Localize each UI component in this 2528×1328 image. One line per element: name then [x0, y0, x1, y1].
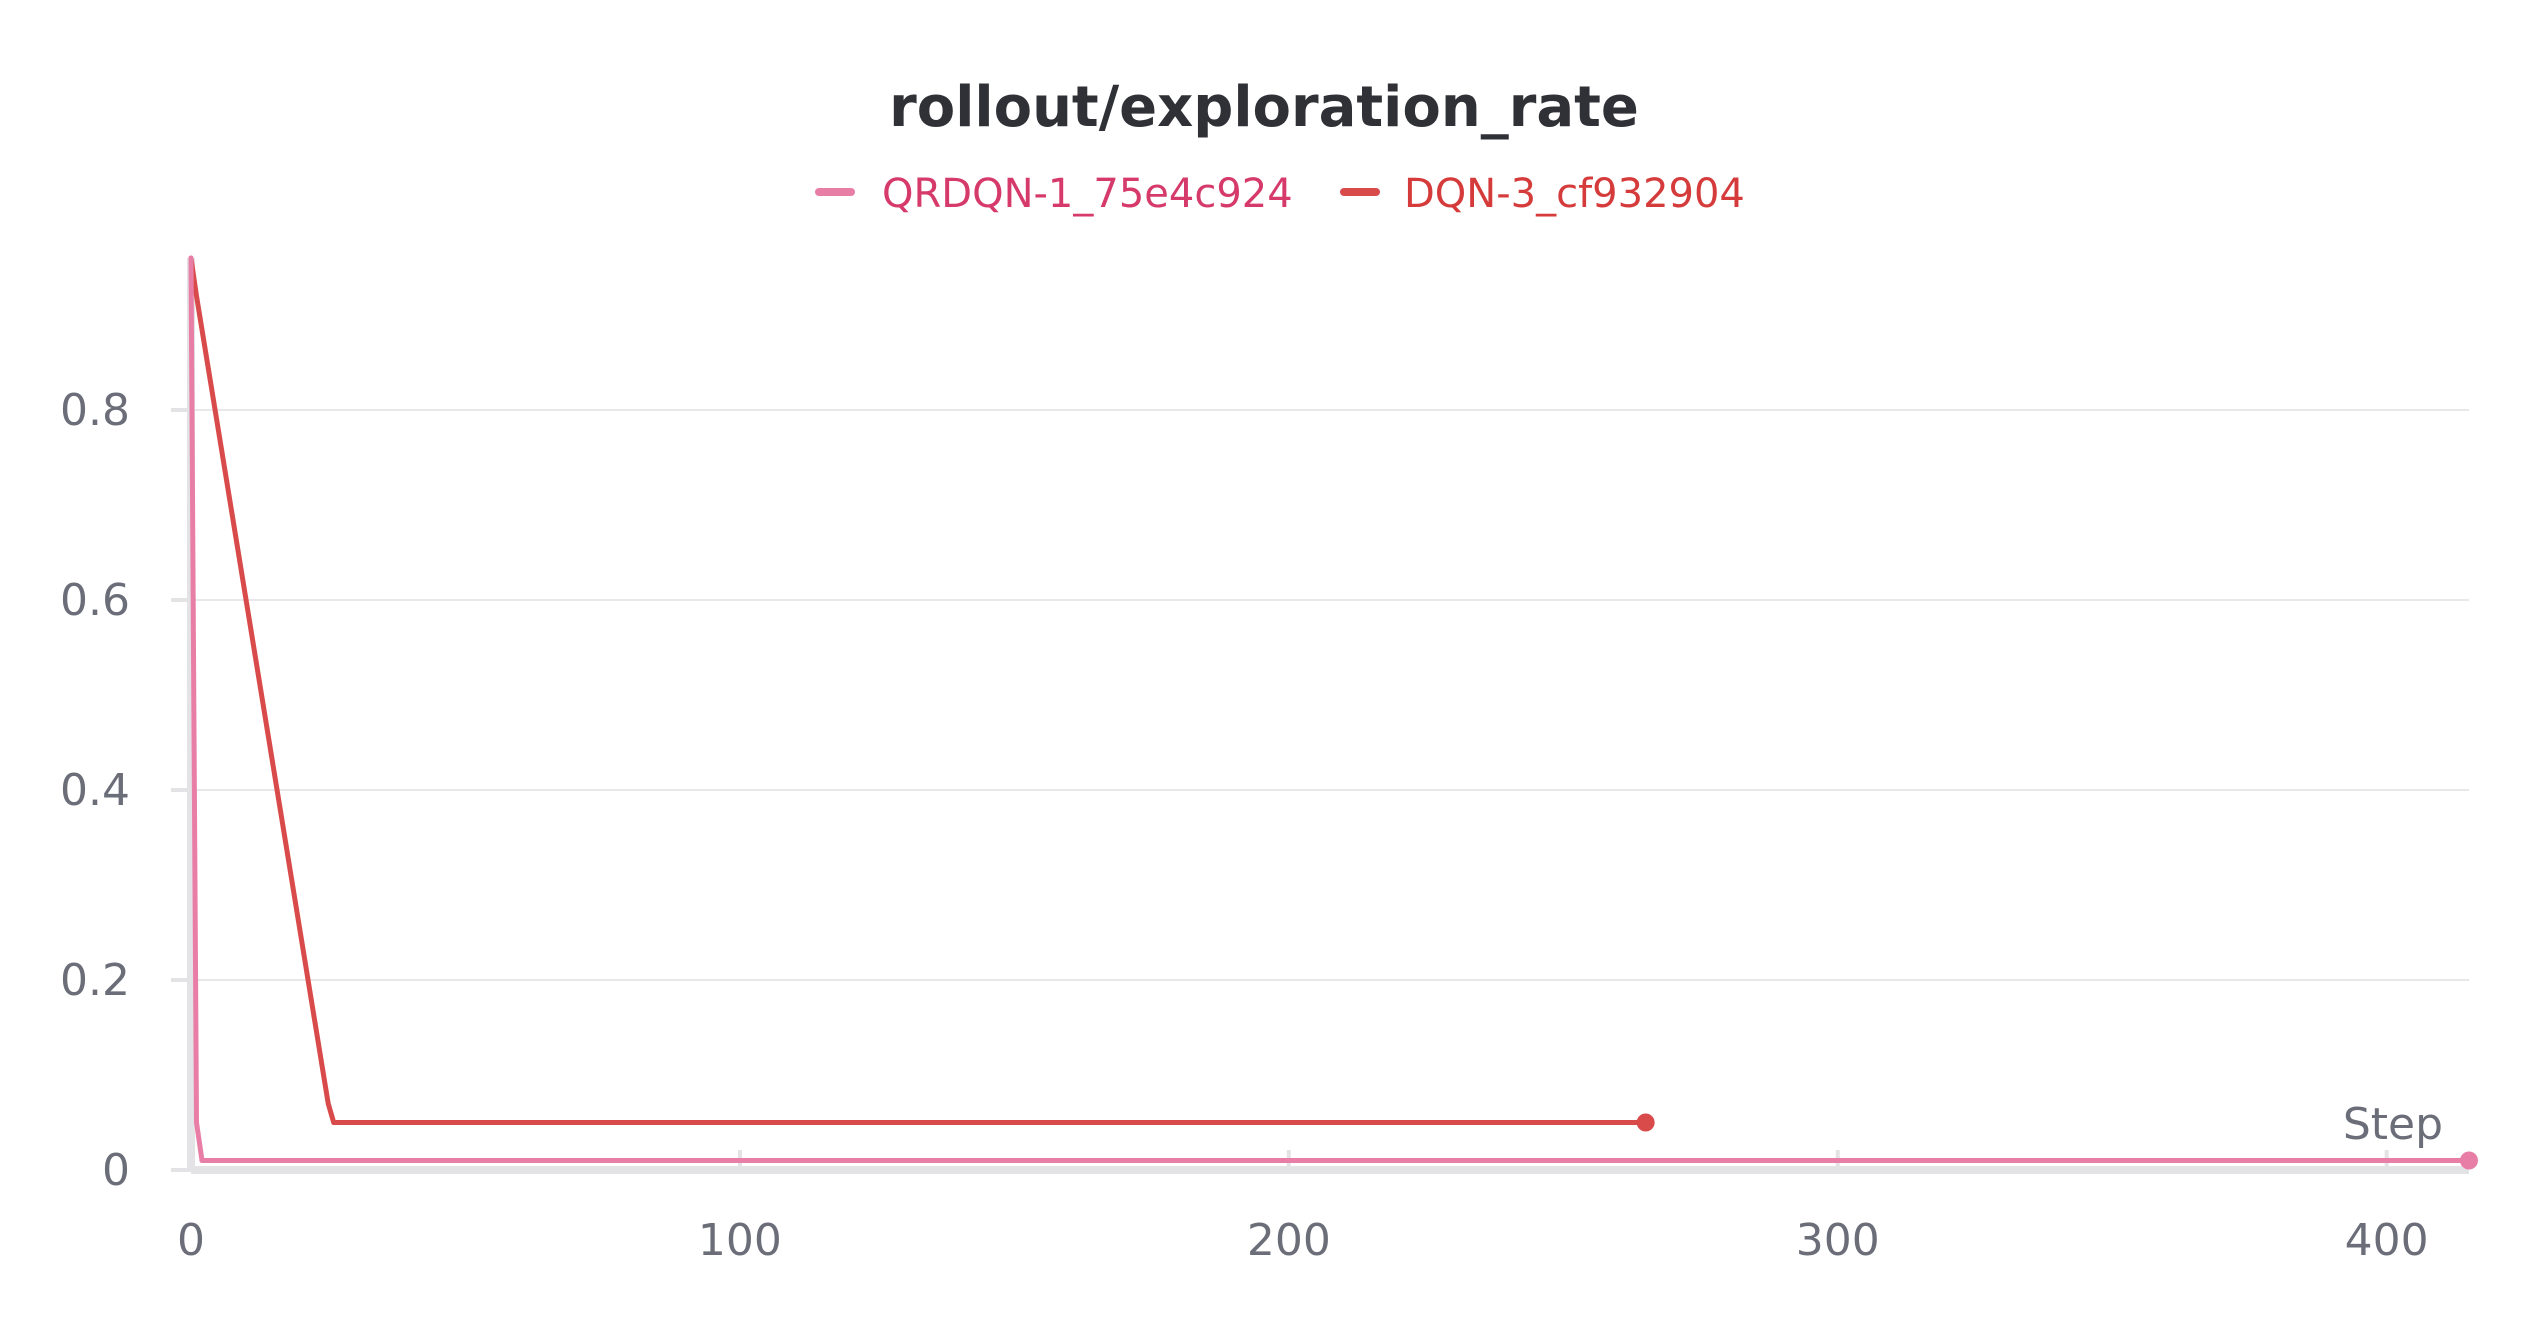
x-axis-ticks: 0 100 200 300 400	[177, 1150, 2429, 1266]
gridlines	[191, 409, 2469, 981]
y-tick-label-3: 0.6	[60, 575, 130, 626]
x-tick-label-0: 0	[177, 1215, 205, 1266]
series-line-1	[188, 255, 1649, 1125]
legend-swatch-dqn	[1340, 188, 1380, 196]
axes	[187, 258, 2469, 1174]
x-axis-label: Step	[2343, 1099, 2443, 1150]
x-tick-label-3: 300	[1796, 1215, 1880, 1266]
series-end-marker-0	[2460, 1151, 2478, 1170]
y-tick-label-0: 0	[102, 1145, 130, 1196]
legend-label-dqn: DQN-3_cf932904	[1404, 171, 1745, 217]
series-line-0	[188, 255, 2472, 1163]
y-tick-label-4: 0.8	[60, 385, 130, 436]
x-tick-label-1: 100	[698, 1215, 782, 1266]
y-axis-ticks: 0 0.2 0.4 0.6 0.8	[60, 385, 191, 1196]
x-tick-label-4: 400	[2345, 1215, 2429, 1266]
y-tick-label-1: 0.2	[60, 955, 130, 1006]
legend-swatch-qrdqn	[815, 188, 855, 196]
y-tick-label-2: 0.4	[60, 765, 130, 816]
x-tick-label-2: 200	[1247, 1215, 1331, 1266]
series-end-marker-1	[1636, 1113, 1655, 1132]
legend: QRDQN-1_75e4c924 DQN-3_cf932904	[815, 171, 1745, 217]
legend-label-qrdqn: QRDQN-1_75e4c924	[882, 171, 1293, 217]
chart-title: rollout/exploration_rate	[889, 75, 1639, 140]
legend-item-qrdqn[interactable]: QRDQN-1_75e4c924	[815, 171, 1293, 217]
series-lines	[188, 255, 2478, 1170]
legend-item-dqn[interactable]: DQN-3_cf932904	[1340, 171, 1745, 217]
